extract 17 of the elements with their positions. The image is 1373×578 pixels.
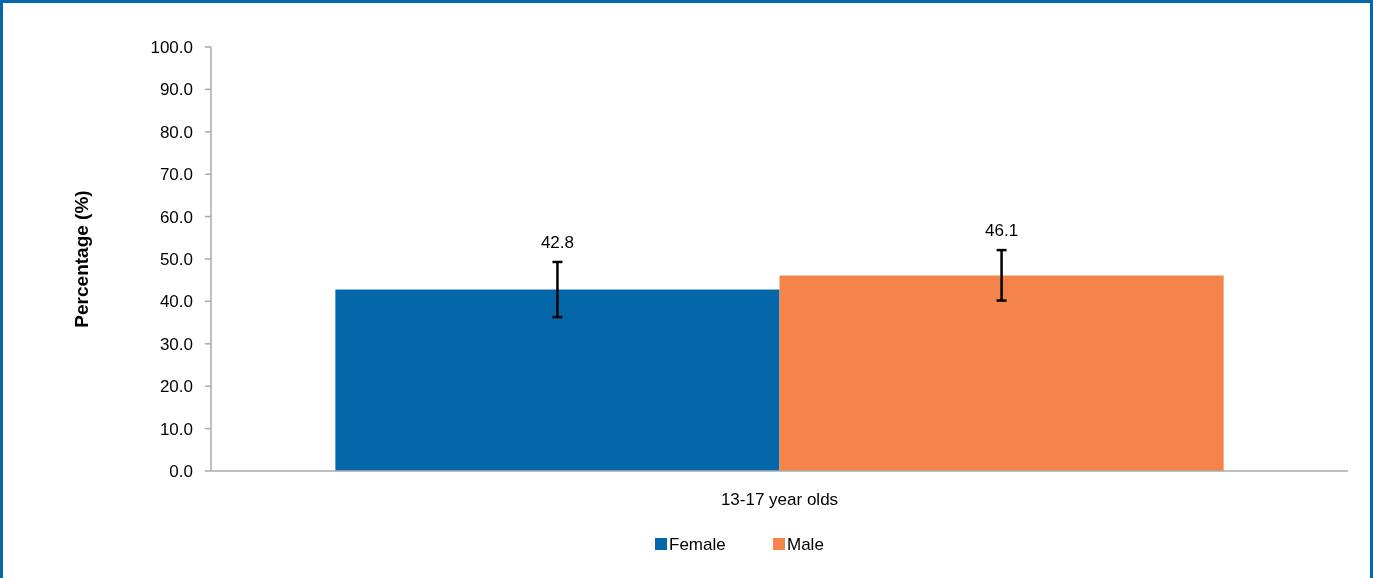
y-tick-label: 100.0	[150, 37, 193, 57]
x-tick-label: 13-17 year olds	[720, 490, 839, 509]
y-tick-label: 50.0	[159, 249, 193, 269]
data-label: 42.8	[540, 232, 574, 252]
y-tick-label: 80.0	[159, 122, 193, 142]
y-tick-label: 70.0	[159, 165, 193, 185]
y-tick-label: 10.0	[159, 419, 193, 439]
legend-label: Female	[669, 534, 726, 554]
data-label: 46.1	[985, 221, 1019, 241]
y-tick-label: 40.0	[159, 292, 193, 312]
y-tick-label: 0.0	[169, 461, 193, 481]
legend-label: Male	[787, 534, 824, 554]
y-tick-label: 20.0	[159, 377, 193, 397]
y-axis-title: Percentage (%)	[71, 190, 92, 328]
y-tick-label: 90.0	[159, 80, 193, 100]
y-tick-label: 60.0	[159, 207, 193, 227]
y-tick-label: 30.0	[159, 334, 193, 354]
